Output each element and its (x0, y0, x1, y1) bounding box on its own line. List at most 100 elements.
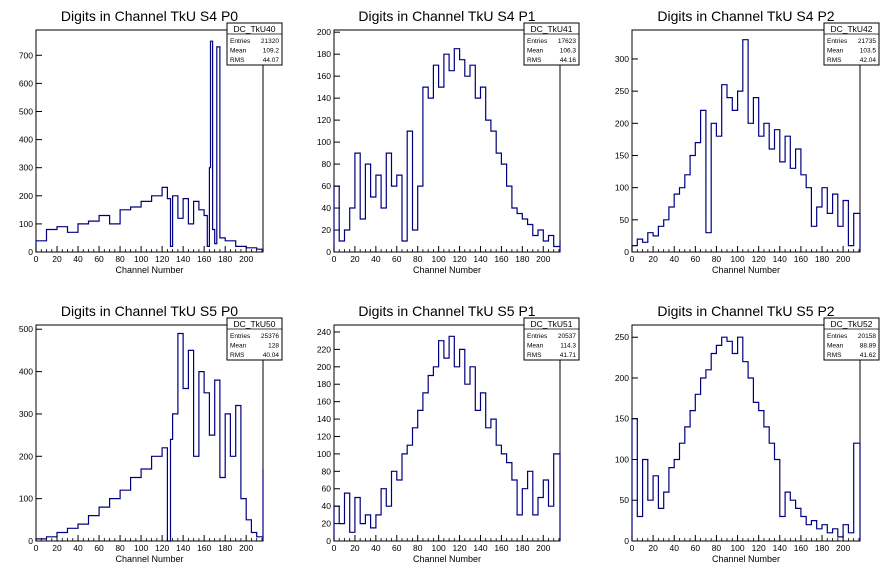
x-tick-label: 200 (536, 254, 550, 264)
stats-box-frame (523, 22, 580, 66)
stats-box: DC_TkU42 Entries 21735 Mean 103.5 RMS 42.04 (823, 22, 880, 66)
y-tick-label: 200 (615, 118, 629, 128)
stats-value: 17623 (558, 38, 576, 45)
y-tick-label: 250 (615, 332, 629, 342)
x-tick-label: 100 (730, 254, 744, 264)
y-tick-label: 180 (317, 49, 331, 59)
x-tick-label: 80 (712, 254, 722, 264)
x-axis-label: Channel Number (115, 554, 183, 564)
x-tick-label: 40 (669, 543, 679, 553)
y-tick-label: 160 (317, 397, 331, 407)
y-tick-label: 60 (322, 484, 332, 494)
stats-label: Entries (827, 333, 848, 340)
stats-label: Entries (230, 38, 251, 45)
stats-label: Entries (230, 333, 251, 340)
stats-value: 128 (268, 343, 279, 350)
stats-value: 21735 (858, 38, 876, 45)
y-tick-label: 300 (19, 163, 33, 173)
y-tick-label: 500 (19, 324, 33, 334)
plot-frame (631, 29, 861, 253)
x-tick-label: 160 (494, 543, 508, 553)
x-tick-label: 200 (836, 543, 850, 553)
panel-6: Digits in Channel TkU S5 P2 0 20 40 60 80 100 1… (615, 303, 880, 564)
y-tick-label: 50 (620, 495, 630, 505)
stats-box-frame (823, 317, 880, 361)
stats-name: DC_TkU50 (233, 319, 275, 329)
x-axis-label: Channel Number (115, 265, 183, 275)
x-tick-label: 40 (371, 543, 381, 553)
y-tick-label: 500 (19, 106, 33, 116)
x-tick-label: 20 (648, 254, 658, 264)
stats-value: 20158 (858, 333, 876, 340)
y-tick-label: 0 (326, 536, 331, 546)
stats-name: DC_TkU42 (830, 24, 872, 34)
stats-label: Mean (230, 343, 247, 350)
x-tick-label: 140 (176, 543, 190, 553)
x-tick-label: 60 (691, 254, 701, 264)
y-tick-label: 240 (317, 327, 331, 337)
x-tick-label: 80 (712, 543, 722, 553)
x-tick-label: 80 (115, 254, 125, 264)
x-tick-label: 0 (34, 543, 39, 553)
chart-title: Digits in Channel TkU S4 P2 (657, 8, 834, 24)
x-tick-label: 20 (52, 543, 62, 553)
panel-4: Digits in Channel TkU S5 P0 0 20 40 60 80 100 1… (19, 303, 283, 564)
x-tick-label: 40 (669, 254, 679, 264)
histogram-series (631, 336, 861, 541)
stats-name: DC_TkU41 (530, 24, 572, 34)
stats-box: DC_TkU51 Entries 20537 Mean 114.3 RMS 41.71 (523, 317, 580, 361)
y-tick-label: 300 (19, 409, 33, 419)
x-tick-label: 60 (691, 543, 701, 553)
histogram-series (631, 39, 861, 252)
y-tick-label: 0 (28, 247, 33, 257)
y-tick-label: 140 (317, 93, 331, 103)
x-axis-label: Channel Number (712, 265, 780, 275)
panel-5: Digits in Channel TkU S5 P1 0 20 40 60 80 100 1… (317, 303, 580, 564)
stats-value: 103.5 (860, 48, 877, 55)
stats-box: DC_TkU50 Entries 25376 Mean 128 RMS 40.04 (226, 317, 283, 361)
x-tick-label: 100 (134, 254, 148, 264)
y-tick-label: 400 (19, 135, 33, 145)
y-tick-label: 400 (19, 367, 33, 377)
x-tick-label: 120 (752, 543, 766, 553)
x-axis-label: Channel Number (712, 554, 780, 564)
stats-label: Entries (527, 38, 548, 45)
chart-title: Digits in Channel TkU S5 P0 (61, 303, 238, 319)
x-tick-label: 100 (432, 254, 446, 264)
stats-label: Mean (527, 343, 544, 350)
panel-3: Digits in Channel TkU S4 P2 0 20 40 60 80 100 1… (615, 8, 880, 275)
stats-label: Entries (527, 333, 548, 340)
x-tick-label: 140 (473, 543, 487, 553)
plot-frame (35, 324, 264, 542)
stats-box: DC_TkU41 Entries 17623 Mean 106.3 RMS 44.16 (523, 22, 580, 66)
x-axis-label: Channel Number (413, 265, 481, 275)
histogram-series (35, 40, 264, 252)
x-tick-label: 120 (155, 254, 169, 264)
stats-value: 109.2 (263, 48, 280, 55)
y-tick-label: 120 (317, 431, 331, 441)
chart-title: Digits in Channel TkU S5 P1 (358, 303, 535, 319)
x-tick-label: 200 (239, 254, 253, 264)
x-tick-label: 0 (332, 543, 337, 553)
y-tick-label: 100 (615, 454, 629, 464)
stats-value: 42.04 (860, 57, 877, 64)
y-tick-label: 80 (322, 159, 332, 169)
stats-value: 44.07 (263, 57, 280, 64)
stats-label: Mean (230, 48, 247, 55)
x-axis-label: Channel Number (413, 554, 481, 564)
stats-label: RMS (827, 352, 842, 359)
stats-value: 114.3 (560, 343, 576, 350)
y-tick-label: 0 (624, 247, 629, 257)
y-tick-label: 0 (28, 536, 33, 546)
y-tick-label: 80 (322, 466, 332, 476)
stats-value: 106.3 (560, 48, 577, 55)
x-tick-label: 60 (392, 543, 402, 553)
y-tick-label: 250 (615, 86, 629, 96)
stats-label: Mean (527, 48, 544, 55)
y-tick-label: 220 (317, 344, 331, 354)
stats-label: RMS (827, 57, 842, 64)
stats-value: 41.62 (860, 352, 877, 359)
y-tick-label: 180 (317, 379, 331, 389)
stats-box-frame (226, 317, 283, 361)
